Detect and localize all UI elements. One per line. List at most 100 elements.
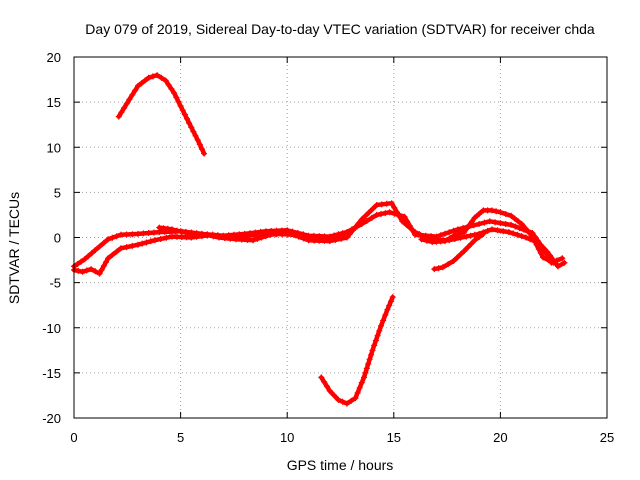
data-point <box>547 252 553 259</box>
data-point <box>366 209 373 216</box>
y-tick-label: 0 <box>54 231 61 246</box>
data-point <box>262 233 269 240</box>
data-point <box>497 220 504 227</box>
data-point <box>145 74 152 81</box>
data-point <box>378 322 384 329</box>
data-point <box>135 241 141 248</box>
data-point <box>494 227 501 234</box>
data-point <box>529 233 536 240</box>
data-point <box>522 225 529 232</box>
data-point <box>100 239 107 246</box>
series-line <box>116 72 207 156</box>
data-point <box>389 294 396 301</box>
data-point <box>142 77 149 84</box>
data-point <box>121 105 128 111</box>
data-point <box>466 221 473 228</box>
y-tick-label: -20 <box>42 411 61 426</box>
data-point <box>540 244 546 251</box>
data-point <box>369 347 376 354</box>
data-point <box>508 221 515 228</box>
data-point <box>168 85 175 92</box>
data-point <box>150 229 157 236</box>
data-point <box>537 250 544 257</box>
data-point <box>374 332 381 339</box>
data-point <box>525 229 532 236</box>
data-point <box>244 236 251 243</box>
data-point <box>194 137 201 143</box>
data-point <box>138 80 145 87</box>
data-point <box>92 247 99 254</box>
data-point <box>169 226 176 233</box>
data-point <box>348 397 355 404</box>
data-point <box>512 223 519 230</box>
data-point <box>493 208 500 215</box>
data-point <box>511 215 518 222</box>
data-point <box>192 132 199 139</box>
data-point <box>386 209 393 216</box>
data-point <box>147 238 154 245</box>
data-point <box>412 229 419 236</box>
data-point <box>198 146 205 153</box>
x-tick-label: 15 <box>387 430 401 445</box>
data-point <box>488 226 495 233</box>
data-point <box>79 268 86 275</box>
data-point <box>190 128 197 135</box>
data-point <box>272 231 279 238</box>
data-point <box>292 232 299 239</box>
x-tick-label: 5 <box>177 430 184 445</box>
data-point <box>98 266 105 273</box>
data-point <box>181 111 188 118</box>
data-point <box>388 200 395 207</box>
data-point <box>363 218 370 224</box>
data-point <box>500 228 507 235</box>
data-point <box>476 221 483 227</box>
data-point <box>196 141 203 148</box>
data-point <box>254 235 261 242</box>
data-point <box>123 100 130 107</box>
data-point <box>502 221 509 227</box>
data-point <box>471 237 478 244</box>
y-tick-label: -15 <box>42 366 61 381</box>
data-point <box>396 213 403 220</box>
data-point <box>376 327 383 334</box>
data-point <box>341 233 348 240</box>
data-point <box>258 234 265 241</box>
data-point <box>518 221 525 227</box>
data-point <box>123 244 130 251</box>
data-point <box>96 243 103 250</box>
data-point <box>346 230 353 237</box>
y-tick-label: 10 <box>47 140 61 155</box>
x-axis-label: GPS time / hours <box>287 457 394 473</box>
data-point <box>85 253 92 260</box>
data-point <box>88 250 95 257</box>
data-point <box>365 360 372 367</box>
data-point <box>370 205 376 212</box>
data-point <box>407 225 414 232</box>
data-point <box>416 231 423 238</box>
y-tick-label: 15 <box>47 95 61 110</box>
data-point <box>446 229 453 236</box>
data-point <box>457 251 464 258</box>
data-point <box>481 219 488 226</box>
data-point <box>335 396 342 403</box>
data-point <box>523 234 529 241</box>
data-point <box>117 245 124 252</box>
data-point <box>118 109 125 116</box>
data-point <box>92 268 99 275</box>
y-tick-label: -5 <box>49 276 61 291</box>
data-point <box>201 150 208 157</box>
data-point <box>533 241 540 248</box>
data-point <box>145 230 152 236</box>
data-point <box>129 231 136 238</box>
data-point <box>343 400 350 407</box>
data-point <box>184 115 190 122</box>
x-tick-label: 20 <box>493 430 507 445</box>
data-point <box>463 225 470 232</box>
data-point <box>123 231 130 238</box>
data-point <box>497 209 504 216</box>
x-tick-label: 25 <box>600 430 614 445</box>
data-point <box>476 211 483 217</box>
data-point <box>326 387 333 394</box>
data-point <box>109 234 116 241</box>
